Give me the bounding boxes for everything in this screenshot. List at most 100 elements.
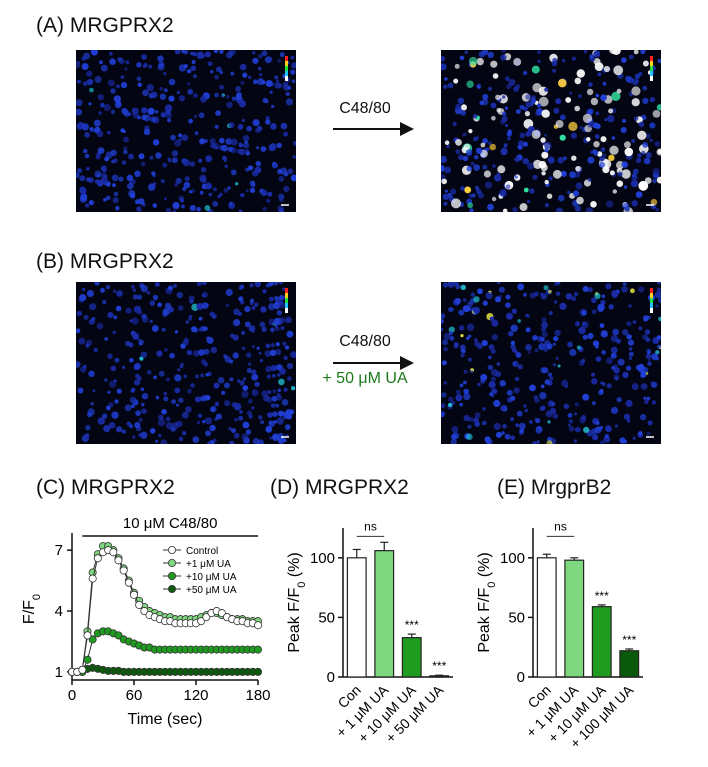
cell (510, 435, 516, 440)
cell (155, 395, 160, 400)
cell (453, 342, 459, 348)
cell (472, 113, 478, 119)
cell (204, 51, 211, 58)
cell (525, 327, 531, 333)
cell (97, 94, 104, 101)
cell (498, 286, 505, 293)
cell (175, 177, 182, 184)
cell (533, 395, 538, 400)
cell (209, 138, 216, 145)
cell (285, 98, 293, 106)
cell (514, 157, 520, 163)
cell (540, 337, 545, 341)
cell (164, 348, 168, 352)
cell (149, 319, 153, 323)
cell (181, 50, 185, 54)
cell (282, 81, 289, 88)
cell (212, 200, 219, 207)
cell (601, 294, 606, 298)
cell (176, 90, 181, 95)
cell (232, 334, 239, 341)
cell (591, 401, 596, 406)
cell (131, 284, 135, 289)
cell (631, 200, 638, 207)
cell (555, 356, 559, 360)
cell (85, 177, 91, 182)
cell (196, 207, 201, 212)
cell (258, 67, 262, 71)
cell (441, 411, 445, 418)
cell (443, 380, 448, 385)
cell (455, 149, 461, 155)
cell (100, 172, 107, 179)
cell (519, 104, 525, 110)
cell (256, 146, 260, 150)
cell (559, 302, 567, 310)
cell (163, 396, 169, 402)
cell (228, 122, 235, 128)
cell (621, 286, 628, 293)
cell (123, 110, 130, 117)
cell (193, 93, 198, 98)
cell (134, 362, 141, 370)
cell (282, 341, 287, 347)
cell (204, 182, 212, 190)
cell (237, 379, 241, 383)
cell (588, 82, 593, 87)
bar (591, 606, 612, 678)
cell (649, 138, 653, 142)
cell (290, 174, 296, 182)
cell (277, 59, 281, 63)
cell (600, 381, 604, 385)
cell (161, 409, 167, 415)
cell (506, 83, 512, 90)
data-point (253, 645, 262, 654)
panel-c-label: (C) MRGPRX2 (36, 476, 175, 499)
cell (622, 282, 627, 287)
cell (196, 420, 201, 425)
cell (116, 388, 122, 394)
cell (193, 74, 197, 79)
cell (229, 377, 234, 382)
cell (493, 422, 501, 430)
cell (631, 86, 641, 96)
cell (174, 387, 181, 394)
cell (642, 60, 649, 67)
cell (576, 196, 584, 205)
cell (190, 65, 197, 72)
cell (270, 327, 275, 333)
cell (183, 374, 187, 378)
cell (575, 426, 581, 433)
cell (601, 350, 606, 355)
cell (181, 411, 189, 419)
cell (242, 72, 248, 78)
cell (609, 170, 615, 176)
cell (263, 395, 270, 402)
cell (555, 98, 562, 105)
cell (574, 77, 582, 85)
cell (135, 410, 141, 416)
cell (231, 428, 236, 434)
cell (136, 76, 142, 82)
cell (645, 337, 651, 343)
cell (200, 95, 207, 103)
cell (178, 133, 183, 138)
legend-marker (167, 546, 176, 555)
cell (287, 168, 294, 175)
cell (280, 122, 288, 130)
cell (251, 305, 256, 310)
cell (247, 75, 252, 80)
cell (488, 344, 495, 350)
cell (463, 143, 471, 151)
cell (467, 301, 471, 305)
cell (656, 282, 661, 285)
cell (613, 367, 620, 374)
cell (567, 423, 571, 427)
cell (132, 294, 139, 300)
cell (480, 142, 486, 148)
cell (158, 433, 162, 438)
cell (278, 317, 286, 324)
cell (628, 54, 634, 60)
cell (252, 51, 256, 55)
cell (574, 172, 581, 178)
